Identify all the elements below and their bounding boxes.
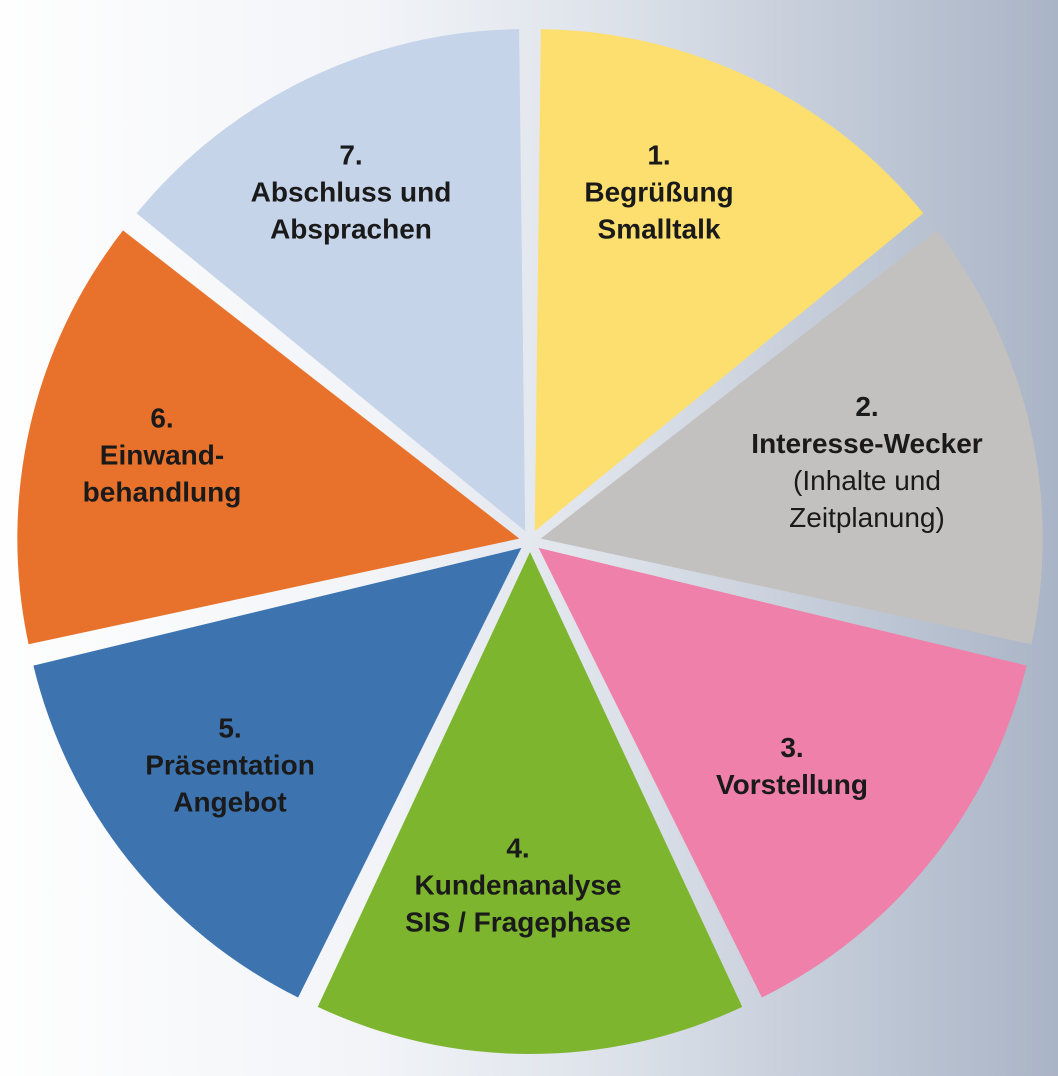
pie-slice-1 — [534, 29, 924, 532]
pie-slice-2 — [540, 230, 1043, 645]
pie-slice-6 — [17, 230, 520, 645]
pie-slice-5 — [33, 547, 522, 998]
pie-slice-3 — [538, 547, 1027, 998]
pie-slice-7 — [136, 29, 526, 532]
pie-slice-4 — [317, 552, 743, 1055]
